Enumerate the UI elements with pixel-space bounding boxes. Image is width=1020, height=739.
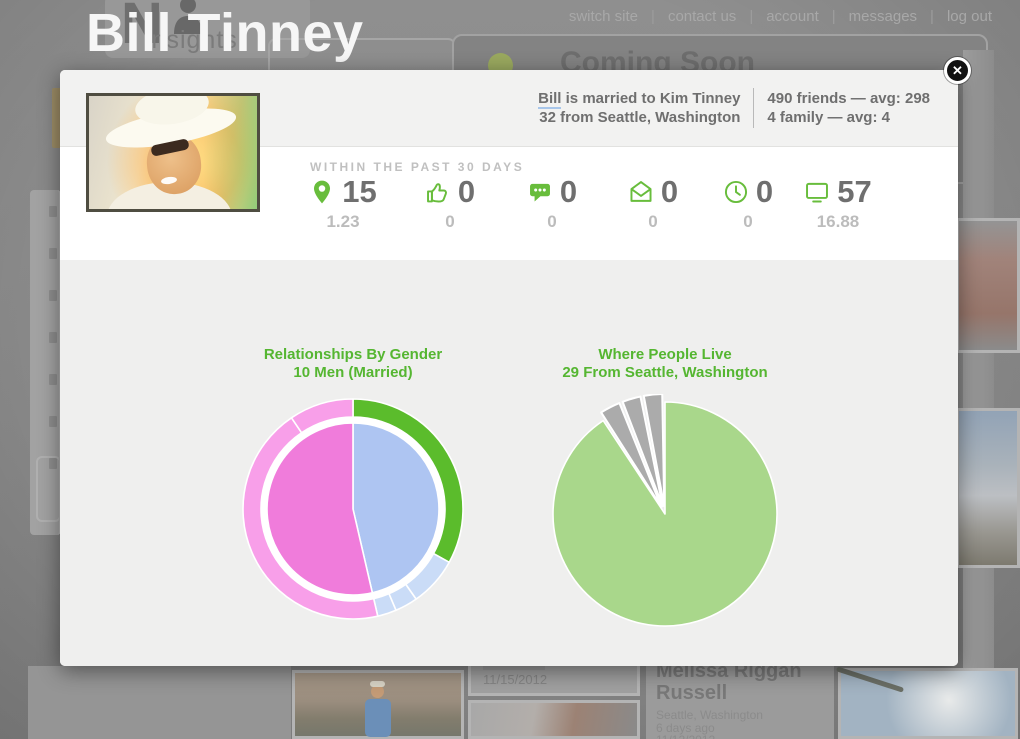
sky-photo [835, 666, 1015, 736]
comment-icon [529, 183, 550, 202]
photo-figure [370, 681, 385, 687]
branch-shape [835, 666, 905, 693]
clipped-button-edge [52, 88, 62, 148]
person-location: Seattle, Washington [656, 708, 763, 722]
nav-messages[interactable]: messages [848, 8, 918, 25]
charts-section: Relationships By Gender 10 Men (Married)… [60, 260, 958, 666]
clipped-text-fragment [49, 374, 57, 385]
stat-screen: 57 16.88 [778, 175, 898, 232]
nav-contact-us[interactable]: contact us [667, 8, 737, 25]
profile-summary: Bill is married to Kim Tinney 32 from Se… [538, 88, 930, 128]
divider [753, 88, 755, 128]
portrait-photo [471, 703, 637, 736]
close-icon: ✕ [952, 62, 963, 78]
nav-account[interactable]: account [766, 8, 819, 25]
stat-checkins: 15 1.23 [283, 175, 403, 232]
right-panel-edge [963, 50, 994, 680]
background-photo-card [835, 666, 1018, 739]
background-photo-card [956, 408, 1020, 568]
background-photo-card [468, 700, 640, 739]
nav-separator: | [651, 8, 655, 25]
face-photo [959, 221, 1017, 350]
period-label: WITHIN THE PAST 30 DAYS [310, 160, 525, 174]
profile-photo [86, 93, 260, 212]
canyon-photo [295, 673, 461, 737]
photo-figure [365, 699, 391, 737]
profile-modal: ✕ Bill is married to Kim Tinney 32 from … [60, 57, 971, 666]
friends-count: 490 friends — avg: 298 [767, 90, 930, 107]
mountain-photo [959, 411, 1017, 565]
stat-time: 0 0 [688, 175, 808, 232]
relationship-text: is married to Kim Tinney [561, 90, 741, 107]
monitor-icon [806, 182, 829, 203]
clipped-text-fragment [49, 290, 57, 301]
nav-log-out[interactable]: log out [946, 8, 992, 25]
location-pin-icon [314, 180, 331, 204]
family-count: 4 family — avg: 4 [767, 109, 890, 126]
logo-insights-label: insights [145, 26, 238, 54]
post-date: 11/15/2012 [483, 672, 548, 687]
site-logo: N insights [105, 0, 310, 58]
person-name: Melissa Riggan Russell [656, 660, 802, 704]
logo-n-mark: N [121, 0, 163, 56]
stat-messages: 0 0 [593, 175, 713, 232]
clock-icon [724, 180, 747, 204]
top-nav: switch site | contact us | account | mes… [569, 8, 992, 25]
stat-likes: 0 0 [390, 175, 510, 232]
locations-chart-title: Where People Live 29 From Seattle, Washi… [562, 346, 768, 381]
photo-figure [371, 685, 384, 698]
background-panel [28, 666, 291, 739]
relationships-chart-title: Relationships By Gender 10 Men (Married) [263, 346, 443, 381]
clipped-text-fragment [483, 665, 545, 670]
close-button[interactable]: ✕ [944, 57, 971, 84]
nav-separator: | [749, 8, 754, 25]
profile-name-link[interactable]: Bill [538, 90, 562, 109]
nav-separator: | [831, 8, 836, 25]
clipped-text-fragment [49, 248, 57, 259]
person-date: 11/12/2012 [656, 733, 715, 739]
clipped-text-fragment [49, 332, 57, 343]
envelope-icon [630, 181, 652, 202]
background-photo-card [292, 670, 464, 739]
nav-switch-site[interactable]: switch site [568, 8, 639, 25]
left-subpanel-outline [36, 456, 61, 522]
clipped-text-fragment [49, 458, 57, 469]
person-time-ago: 6 days ago [656, 721, 715, 735]
relationship-summary: Bill is married to Kim Tinney 32 from Se… [538, 89, 740, 127]
page-title: Bill Tinney [86, 3, 364, 63]
clipped-text-fragment [49, 206, 57, 217]
clipped-text-fragment [49, 416, 57, 427]
locations-pie-chart [545, 393, 785, 634]
age-location-text: 32 from Seattle, Washington [539, 109, 741, 126]
nav-separator: | [930, 8, 934, 25]
network-summary: 490 friends — avg: 298 4 family — avg: 4 [767, 89, 930, 127]
person-icon [174, 0, 202, 34]
relationships-pie-chart [238, 394, 468, 624]
thumbs-up-icon [426, 183, 447, 203]
background-photo-card [956, 218, 1020, 353]
stat-comments: 0 0 [492, 175, 612, 232]
